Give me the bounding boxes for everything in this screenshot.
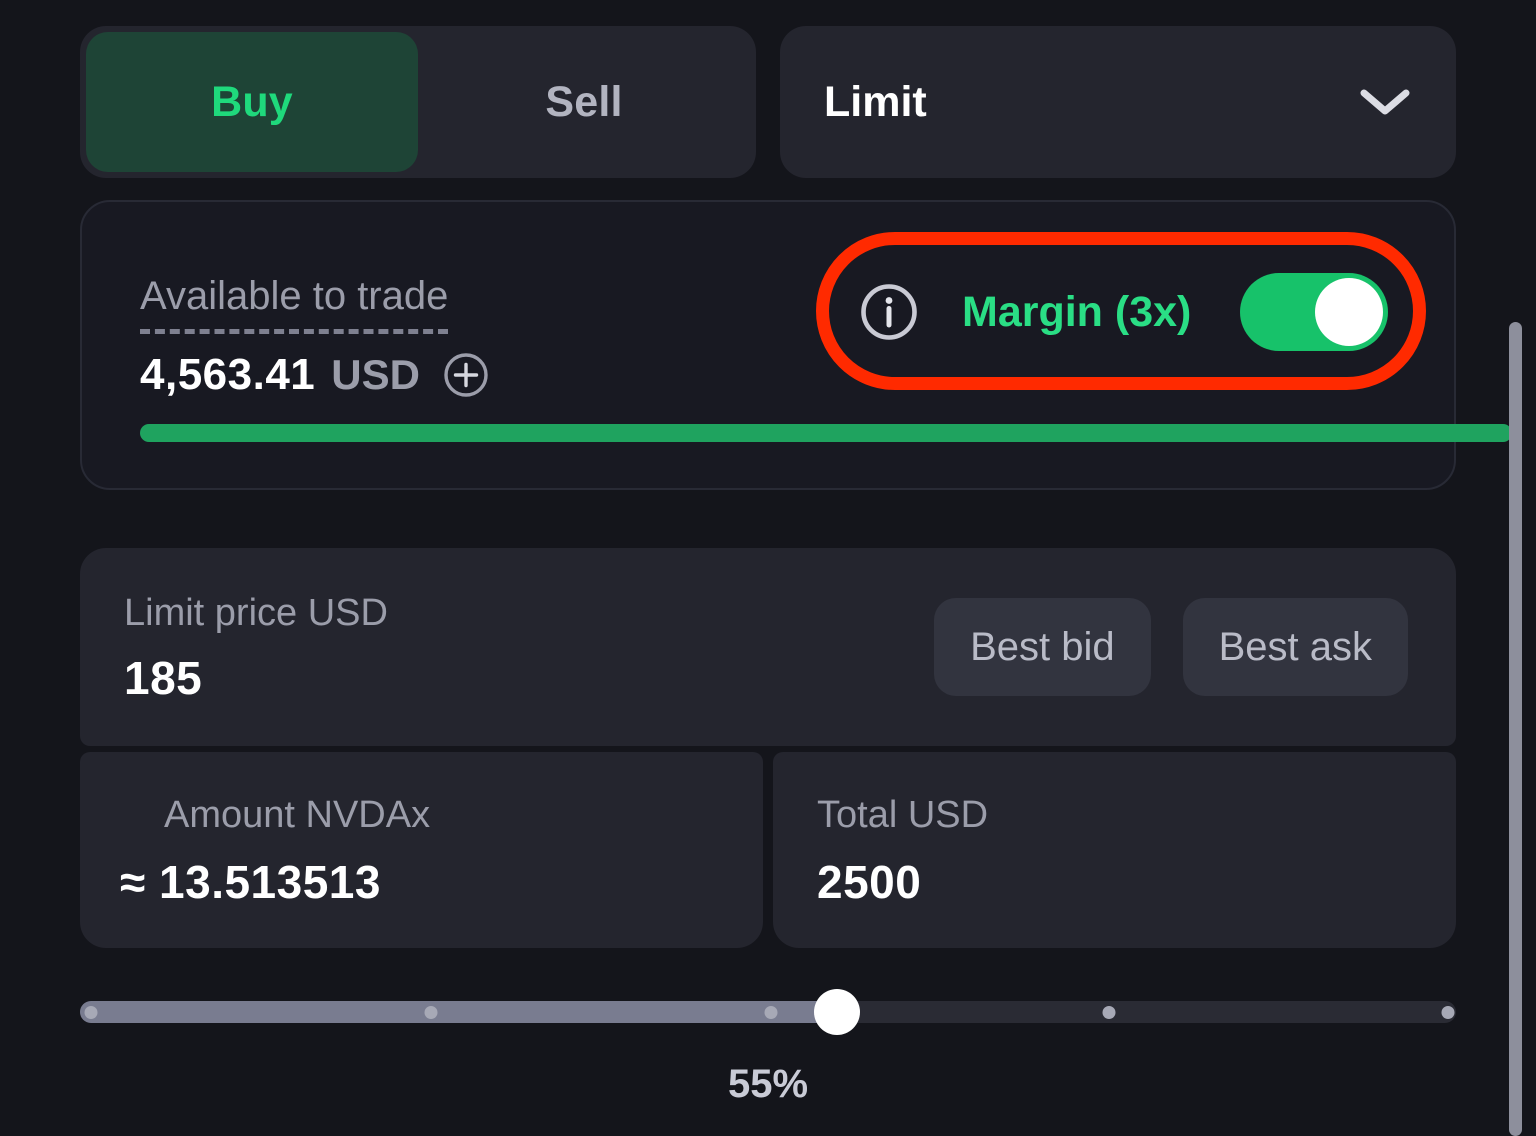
limit-price-value: 185 <box>124 652 203 704</box>
amount-value-row: ≈ 13.513513 <box>120 855 430 909</box>
total-card[interactable]: Total USD 2500 <box>773 752 1456 948</box>
amount-field[interactable]: Amount NVDAx ≈ 13.513513 <box>120 794 431 909</box>
vertical-scrollbar[interactable] <box>1509 322 1522 1136</box>
slider-tick <box>1102 1006 1116 1019</box>
margin-switch[interactable] <box>1240 273 1388 351</box>
margin-switch-knob <box>1315 278 1383 346</box>
slider-tick <box>84 1006 98 1019</box>
tab-sell[interactable]: Sell <box>418 32 750 172</box>
tab-sell-label: Sell <box>545 77 623 126</box>
margin-toggle-row[interactable]: Margin (3x) <box>858 272 1388 352</box>
chevron-down-icon <box>1360 87 1410 117</box>
info-circle-icon[interactable] <box>858 281 920 343</box>
margin-label: Margin (3x) <box>962 287 1192 336</box>
amount-approx-symbol: ≈ <box>120 856 146 908</box>
slider-tick <box>1441 1006 1455 1019</box>
amount-label: Amount NVDAx <box>164 794 431 836</box>
total-field[interactable]: Total USD 2500 <box>817 794 988 909</box>
plus-circle-icon[interactable] <box>436 351 490 399</box>
amount-total-row: Amount NVDAx ≈ 13.513513 Total USD 2500 <box>80 752 1456 948</box>
slider-tick <box>424 1006 438 1019</box>
price-quick-buttons: Best bid Best ask <box>934 598 1408 696</box>
tab-buy[interactable]: Buy <box>86 32 418 172</box>
order-header-row: Buy Sell Limit <box>80 26 1456 178</box>
order-type-dropdown[interactable]: Limit <box>780 26 1456 178</box>
amount-value: 13.513513 <box>159 856 381 908</box>
limit-price-card: Limit price USD 185 Best bid Best ask <box>80 548 1456 746</box>
tab-buy-label: Buy <box>211 77 293 126</box>
limit-price-field[interactable]: Limit price USD 185 <box>124 592 388 705</box>
best-ask-label: Best ask <box>1218 624 1372 669</box>
side-toggle: Buy Sell <box>80 26 756 178</box>
available-currency: USD <box>331 351 420 398</box>
best-ask-button[interactable]: Best ask <box>1182 598 1408 696</box>
best-bid-label: Best bid <box>970 624 1115 669</box>
limit-price-label: Limit price USD <box>124 592 388 634</box>
available-to-trade-value-row: 4,563.41 USD <box>140 350 490 400</box>
total-value: 2500 <box>817 856 922 908</box>
total-label: Total USD <box>817 794 989 836</box>
order-type-value: Limit <box>824 77 927 126</box>
available-amount: 4,563.41 <box>140 350 316 399</box>
amount-card[interactable]: Amount NVDAx ≈ 13.513513 <box>80 752 763 948</box>
available-to-trade-card: Available to trade 4,563.41 USD <box>80 200 1512 490</box>
slider-percent-label: 55% <box>727 1062 809 1106</box>
slider-fill <box>80 1001 837 1023</box>
slider-thumb[interactable] <box>813 989 860 1035</box>
size-slider[interactable] <box>80 989 1456 1035</box>
balance-progress-bar <box>140 424 1512 442</box>
best-bid-button[interactable]: Best bid <box>934 598 1151 696</box>
available-to-trade-label: Available to trade <box>140 274 449 334</box>
slider-tick <box>764 1006 778 1019</box>
